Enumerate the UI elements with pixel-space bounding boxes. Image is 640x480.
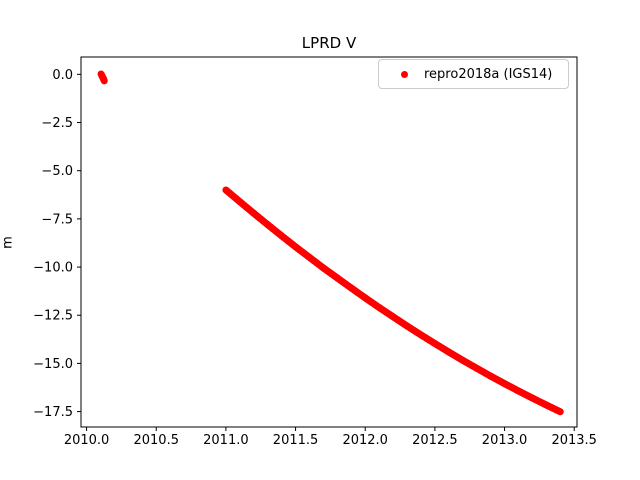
x-tick-label: 2012.0 <box>342 433 388 448</box>
data-point <box>556 408 564 416</box>
data-point <box>100 77 108 85</box>
y-tick-label: −5.0 <box>41 164 73 179</box>
chart-title: LPRD V <box>301 34 357 52</box>
x-tick-label: 2013.5 <box>551 433 597 448</box>
x-tick-label: 2010.5 <box>133 433 179 448</box>
axes-frame <box>80 56 578 428</box>
y-tick-label: −10.0 <box>33 261 73 276</box>
legend-entry-label: repro2018a (IGS14) <box>424 66 553 82</box>
y-tick-label: −2.5 <box>41 116 73 131</box>
x-tick-label: 2012.5 <box>412 433 458 448</box>
x-tick-label: 2010.0 <box>64 433 110 448</box>
legend-marker-dot-icon <box>401 70 408 78</box>
y-tick-label: 0.0 <box>52 68 73 83</box>
y-tick-label: −15.0 <box>33 357 73 372</box>
legend: repro2018a (IGS14) <box>378 59 569 89</box>
x-tick-label: 2011.0 <box>203 433 249 448</box>
y-tick-label: −17.5 <box>33 405 73 420</box>
y-tick-label: −7.5 <box>41 212 73 227</box>
x-tick-label: 2011.5 <box>273 433 319 448</box>
y-tick-label: −12.5 <box>33 309 73 324</box>
x-tick-label: 2013.0 <box>482 433 528 448</box>
